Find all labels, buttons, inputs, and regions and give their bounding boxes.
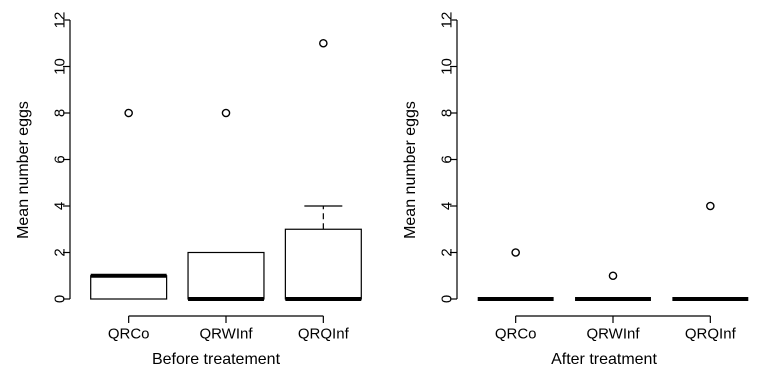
- y-tick-label: 8: [438, 109, 455, 117]
- y-tick-label: 6: [51, 155, 68, 163]
- box-iqr: [187, 251, 265, 300]
- box-qrqinf: [284, 38, 362, 301]
- panel-after-y-axis-title: Mean number eggs: [402, 101, 419, 239]
- x-tick-label: QRQInf: [298, 325, 350, 342]
- box-qrwinf: [575, 271, 651, 301]
- box-iqr: [90, 275, 168, 300]
- outlier-point: [511, 248, 520, 257]
- y-tick-label: 10: [438, 58, 455, 75]
- panel-after-treatment: After treatment Mean number eggs 0 2 4 6 8 10…: [402, 12, 749, 368]
- y-tick-label: 12: [438, 12, 455, 29]
- x-tick-label: QRWInf: [586, 325, 640, 342]
- outlier-point: [124, 108, 133, 118]
- y-tick-label: 2: [438, 248, 455, 256]
- box-qrqinf: [672, 201, 749, 301]
- panel-before-treatment: Before treatement Mean number eggs 0 2 4 6 8…: [15, 12, 362, 368]
- y-tick-label: 8: [51, 109, 68, 117]
- outlier-point: [706, 201, 715, 211]
- x-tick-label: QRCo: [108, 325, 150, 342]
- y-tick-label: 0: [438, 295, 455, 303]
- y-tick-label: 0: [51, 295, 68, 303]
- box-qrco: [90, 108, 168, 300]
- y-tick-label: 12: [51, 12, 68, 29]
- x-tick-label: QRCo: [495, 325, 537, 342]
- y-tick-label: 4: [51, 202, 68, 210]
- outlier-point: [221, 108, 231, 118]
- box-qrco: [477, 248, 554, 301]
- box-qrwinf: [187, 108, 265, 301]
- box-iqr: [284, 228, 362, 300]
- y-tick-label: 4: [438, 202, 455, 210]
- x-tick-label: QRQInf: [685, 325, 737, 342]
- panel-before-y-axis-title: Mean number eggs: [15, 101, 32, 239]
- outlier-point: [608, 271, 618, 281]
- y-tick-label: 6: [438, 155, 455, 163]
- panel-after-x-axis-title: After treatment: [551, 351, 657, 368]
- y-tick-label: 2: [51, 248, 68, 256]
- y-tick-label: 10: [51, 58, 68, 75]
- panel-before-x-axis-title: Before treatement: [152, 351, 281, 368]
- outlier-point: [319, 38, 328, 48]
- x-tick-label: QRWInf: [199, 325, 253, 342]
